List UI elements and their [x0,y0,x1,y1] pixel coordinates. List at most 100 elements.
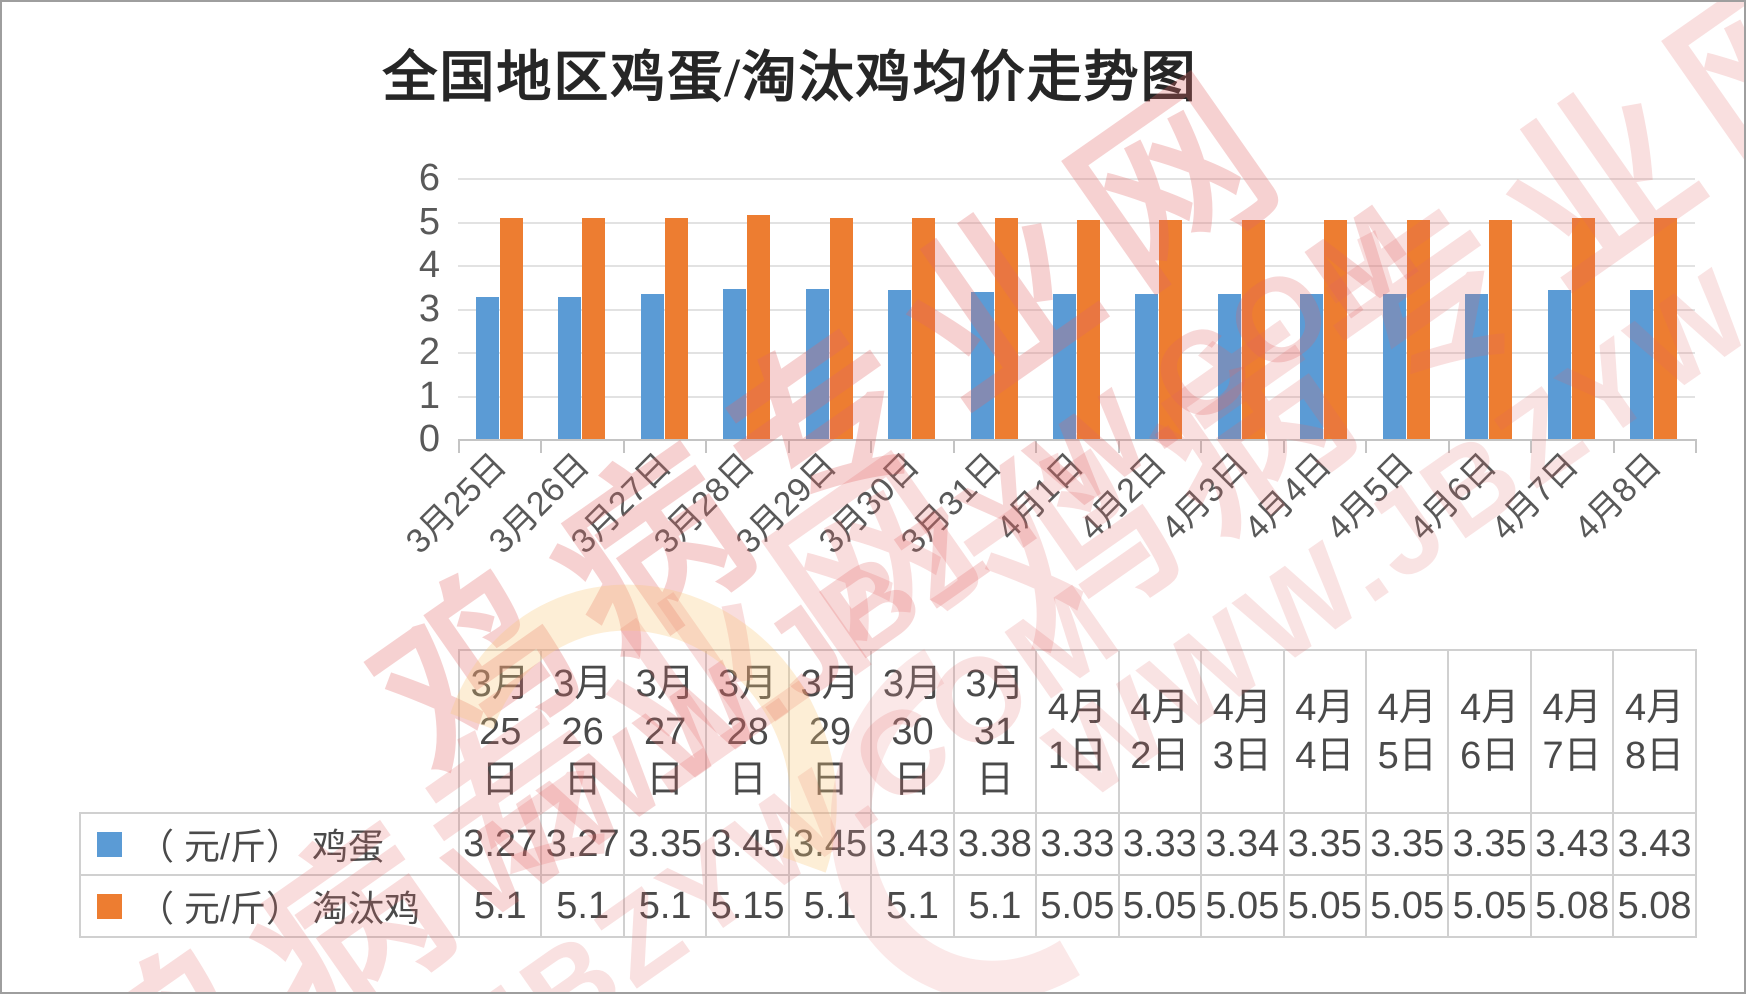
bar-chicken [912,217,936,439]
bar-egg [640,293,664,439]
axis-tick [787,439,790,453]
bar-egg [1547,290,1571,439]
chicken-series-swatch [97,893,122,919]
bar-egg [1135,294,1159,439]
axis-tick [1200,439,1203,453]
value-cell: 3.35 [622,812,708,876]
axis-tick [1365,439,1368,453]
grid-line [458,265,1695,268]
value-cell: 5.1 [457,874,543,938]
bar-egg [805,289,829,439]
y-axis-label: 5 [418,200,440,243]
value-cell: 5.1 [870,874,955,938]
axis-tick [540,439,543,453]
value-cell: 3.38 [952,812,1038,876]
corner-cell [80,650,459,813]
date-header-cell: 4月 8日 [1612,649,1697,814]
table-header-row: 3月 25 日 3月 26 日 3月 27 日 3月 28 日 3月 29 日 3月 30 日 3月 31 日 4月 1日 4… [80,649,1697,814]
axis-tick [705,439,708,453]
date-header-cell: 3月 28 日 [705,649,790,814]
date-header-cell: 3月 30 日 [870,649,955,814]
bar-chicken [1159,219,1183,439]
date-header-cell: 3月 26 日 [540,649,625,814]
axis-tick [1694,439,1697,453]
value-cell: 3.45 [705,812,790,876]
value-cell: 3.34 [1200,812,1285,876]
value-cell: 3.43 [1612,812,1697,876]
date-header-cell: 4月 4日 [1282,649,1367,814]
data-table: 3月 25 日 3月 26 日 3月 27 日 3月 28 日 3月 29 日 3月 30 日 3月 31 日 4月 1日 4… [79,649,1697,938]
bar-egg [1052,294,1076,439]
axis-tick [952,439,955,453]
chicken-row: （ 元/斤） 淘汰鸡 5.1 5.1 5.1 5.15 5.1 5.1 5.1 5.05 5.0… [79,874,1697,938]
bar-chicken [1489,219,1513,439]
date-header-cell: 4月 1日 [1035,649,1120,814]
value-cell: 3.35 [1447,812,1532,876]
date-header-cell: 3月 29 日 [787,649,873,814]
y-axis-label: 4 [418,244,440,287]
bar-chicken [664,217,688,439]
date-header-cell: 4月 2日 [1117,649,1203,814]
date-header-cell: 4月 5日 [1364,649,1450,814]
bar-egg [558,297,582,439]
egg-row: （ 元/斤） 鸡蛋 3.27 3.27 3.35 3.45 3.45 3.43 3.38 3.… [79,812,1697,876]
bar-chicken [1406,219,1430,439]
value-cell: 3.27 [457,812,543,876]
axis-tick [870,439,873,453]
bar-chicken [747,215,771,439]
grid-line [458,308,1695,311]
y-axis-label: 0 [418,418,440,460]
bar-chicken [1324,219,1348,439]
value-cell: 5.05 [1117,874,1203,938]
bar-egg [475,297,499,439]
axis-tick [1447,439,1450,453]
chicken-legend-cell: （ 元/斤） 淘汰鸡 [79,874,460,938]
axis-tick [622,439,625,453]
value-cell: 3.45 [787,812,873,876]
bar-egg [1217,293,1241,439]
bar-chicken [829,217,853,439]
egg-series-swatch [97,831,122,857]
y-axis-label: 1 [418,374,440,417]
value-cell: 5.1 [952,874,1038,938]
bar-chicken [499,217,523,439]
axis-tick [1282,439,1285,453]
value-cell: 5.1 [622,874,708,938]
value-cell: 3.27 [540,812,625,876]
axis-tick [458,439,460,453]
bar-chicken [1241,219,1265,439]
bar-chicken [1654,218,1678,439]
bar-chicken [994,217,1018,439]
bar-chicken [1571,218,1595,439]
value-cell: 5.05 [1447,874,1532,938]
value-cell: 3.35 [1282,812,1367,876]
date-header-cell: 4月 3日 [1200,649,1285,814]
axis-tick [1035,439,1038,453]
date-header-cell: 4月 6日 [1447,649,1532,814]
value-cell: 3.35 [1364,812,1450,876]
grid-line [458,352,1695,355]
date-header-cell: 3月 25 日 [457,649,543,814]
grid-line [458,221,1695,224]
bar-egg [888,290,912,439]
value-cell: 3.33 [1035,812,1120,876]
value-cell: 5.05 [1364,874,1450,938]
egg-legend-cell: （ 元/斤） 鸡蛋 [79,812,460,876]
bar-chicken [582,217,606,439]
date-header-cell: 3月 31 日 [952,649,1038,814]
value-cell: 5.08 [1529,874,1615,938]
bar-egg [723,289,747,439]
value-cell: 5.15 [705,874,790,938]
value-cell: 5.08 [1612,874,1697,938]
bar-egg [970,292,994,439]
bar-chicken [1076,219,1100,439]
y-axis-label: 3 [418,287,440,330]
bar-egg [1465,293,1489,439]
axis-tick [1117,439,1120,453]
value-cell: 5.1 [787,874,873,938]
value-cell: 3.43 [1529,812,1615,876]
value-cell: 3.43 [870,812,955,876]
value-cell: 3.33 [1117,812,1203,876]
